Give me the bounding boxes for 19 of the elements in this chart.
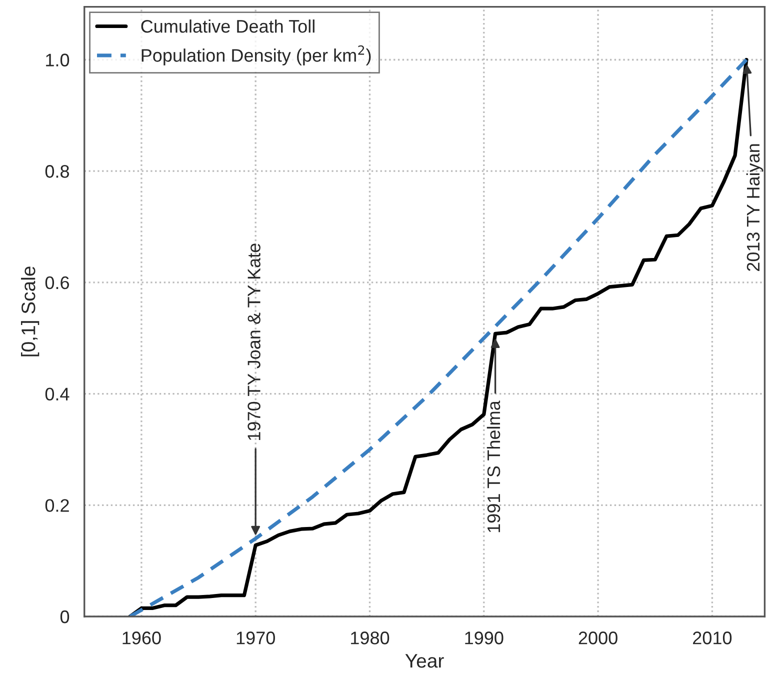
- y-tick-label: 0: [60, 610, 70, 624]
- annotation: 2013 TY Haiyan: [746, 144, 764, 271]
- y-tick-label: 0.4: [45, 388, 70, 401]
- x-tick-label: 2000: [578, 632, 618, 644]
- legend-label: Cumulative Death Toll: [141, 19, 314, 33]
- y-tick-label: 0.8: [45, 165, 70, 178]
- legend-label: Population Density (per km$^{2}$): [142, 45, 371, 66]
- y-tick-label: 1.0: [46, 54, 70, 66]
- x-tick-label: 2010: [693, 632, 732, 644]
- y-tick-label: 0.6: [45, 276, 69, 290]
- annotation: 1991 TS Thelma: [486, 400, 500, 532]
- x-tick-label: 1970: [236, 632, 275, 644]
- x-axis-title: Year: [405, 654, 444, 668]
- x-tick-label: 1990: [465, 632, 504, 644]
- y-axis-title: [0,1] Scale: [21, 266, 40, 356]
- x-tick-label: 1980: [351, 632, 390, 644]
- annotation: 1970 TY Joan & TY Kate: [248, 244, 260, 440]
- x-tick-label: 1960: [122, 632, 161, 644]
- y-tick-label: 0.2: [45, 499, 69, 512]
